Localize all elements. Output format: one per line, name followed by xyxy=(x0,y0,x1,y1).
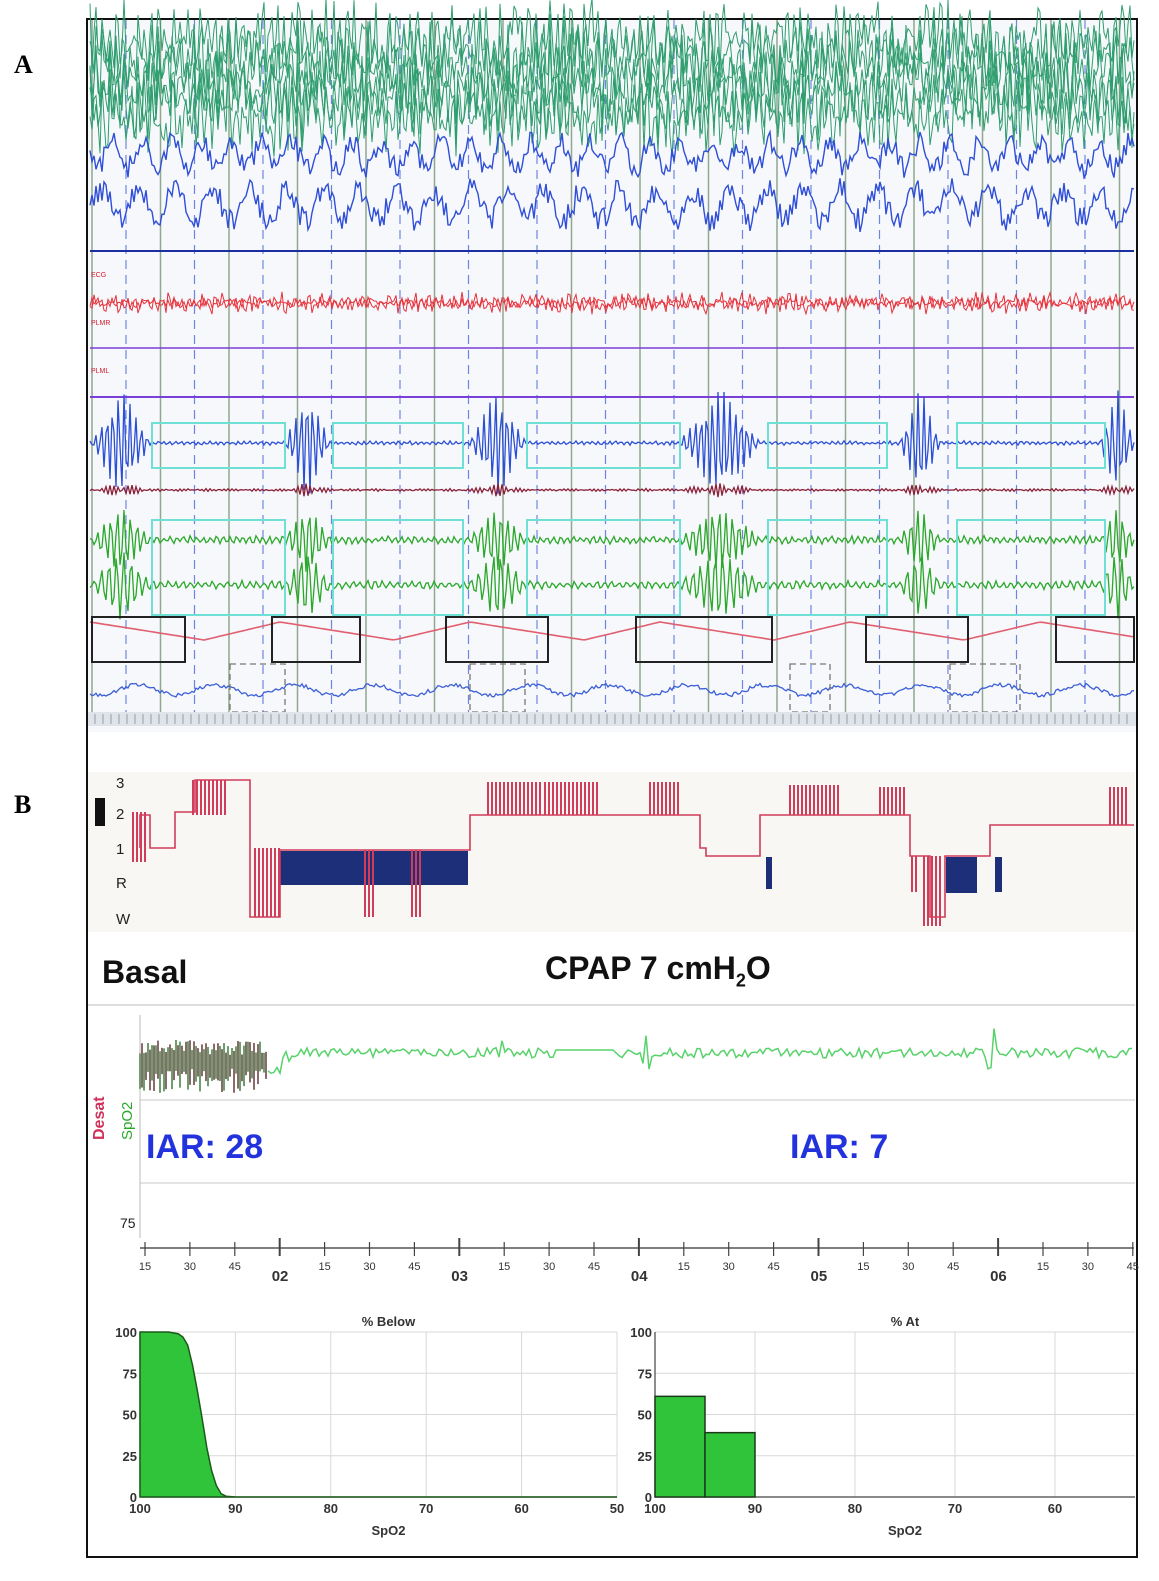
effort-event-box xyxy=(332,519,464,616)
desaturation-box xyxy=(635,616,773,663)
psg-recording: ECG PLMR PLML xyxy=(88,0,1136,732)
panel-letter-a: A xyxy=(14,50,33,79)
eeg-trace xyxy=(89,61,1135,143)
eog-trace-2 xyxy=(89,178,1135,233)
pulse-trace xyxy=(89,681,1135,698)
effort-event-box xyxy=(526,519,681,616)
cpap-label-end: O xyxy=(745,950,771,986)
position-track xyxy=(88,712,1136,726)
effort-event-box xyxy=(151,519,286,616)
apnea-event-box xyxy=(956,422,1106,469)
effort-event-box xyxy=(767,519,888,616)
channel-label: PLML xyxy=(91,368,109,375)
effort-event-box xyxy=(956,519,1106,616)
eeg-trace xyxy=(89,29,1135,110)
thoracic-effort-trace xyxy=(89,509,1135,572)
apnea-event-box xyxy=(767,422,888,469)
psg-background xyxy=(88,20,1136,732)
snore-trace xyxy=(89,483,1135,498)
apnea-event-box xyxy=(151,422,286,469)
cpap-label: CPAP 7 cmH2O xyxy=(545,950,771,991)
desaturation-box xyxy=(1055,616,1135,663)
abdominal-effort-trace xyxy=(89,552,1135,620)
eeg-trace xyxy=(89,0,1135,75)
basal-label: Basal xyxy=(102,954,188,990)
channel-label: PLMR xyxy=(91,320,110,327)
desaturation-box xyxy=(271,616,361,663)
cpap-label-sub: 2 xyxy=(735,970,746,991)
cpap-label-main: CPAP 7 cmH xyxy=(545,950,736,986)
apnea-event-box xyxy=(526,422,681,469)
iar-right: IAR: 7 xyxy=(790,1128,889,1166)
ecg-trace xyxy=(89,290,1135,316)
eog-trace-1 xyxy=(89,129,1135,180)
desaturation-box xyxy=(91,616,186,663)
figure-frame xyxy=(86,18,1138,1558)
desaturation-box xyxy=(445,616,549,663)
airflow-trace xyxy=(89,390,1135,495)
channel-label: ECG xyxy=(91,272,106,279)
desaturation-box xyxy=(865,616,969,663)
ecg-trace-2 xyxy=(89,294,1135,311)
eeg-trace xyxy=(89,79,1135,157)
spo2-trace xyxy=(89,621,1135,641)
panel-letter-b: B xyxy=(14,790,32,819)
apnea-event-box xyxy=(332,422,464,469)
pulse-event-box xyxy=(789,663,831,713)
iar-left: IAR: 28 xyxy=(146,1128,264,1166)
